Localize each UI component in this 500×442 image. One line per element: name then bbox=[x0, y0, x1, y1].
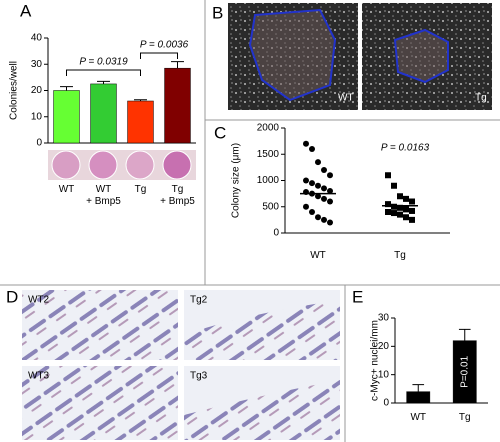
y-tick-label: 30 bbox=[378, 313, 390, 324]
x-tick-label: WT bbox=[58, 184, 75, 195]
well bbox=[162, 150, 192, 180]
image-label: Tg3 bbox=[190, 371, 208, 382]
panel-letter: B bbox=[212, 3, 223, 22]
image-label: WT bbox=[338, 93, 354, 104]
point bbox=[321, 195, 327, 202]
panel-letter: D bbox=[6, 287, 18, 306]
tissue bbox=[184, 380, 340, 440]
point bbox=[391, 210, 397, 217]
point bbox=[303, 203, 309, 210]
colony-outline bbox=[248, 8, 337, 102]
annotation: P = 0.0319 bbox=[79, 57, 128, 68]
y-axis-label: Colonies/well bbox=[9, 61, 20, 120]
panel-letter: A bbox=[20, 1, 32, 20]
point bbox=[403, 195, 409, 202]
point bbox=[409, 216, 415, 223]
point bbox=[321, 167, 327, 173]
x-tick-label: Tg + Bmp5 bbox=[160, 184, 195, 207]
x-tick-label: Tg bbox=[134, 184, 147, 195]
point bbox=[391, 182, 397, 189]
error-bar bbox=[134, 99, 147, 101]
image-label: Tg2 bbox=[190, 295, 208, 306]
y-tick-label: 1000 bbox=[257, 175, 280, 186]
point bbox=[397, 193, 403, 200]
point bbox=[327, 172, 333, 179]
y-tick-label: 40 bbox=[31, 33, 43, 44]
point bbox=[403, 214, 409, 221]
error-bar bbox=[458, 328, 471, 341]
error-bar bbox=[171, 61, 184, 69]
y-tick-label: 20 bbox=[378, 341, 390, 352]
y-axis-label: c-Myc+ nuclei/mm bbox=[370, 320, 381, 401]
point bbox=[309, 180, 315, 187]
annotation: P=0.01 bbox=[459, 355, 470, 387]
point bbox=[385, 201, 391, 208]
point bbox=[315, 193, 321, 200]
y-axis-label: Colony size (μm) bbox=[231, 143, 242, 218]
well bbox=[51, 150, 81, 180]
point bbox=[397, 204, 403, 211]
y-tick-label: 0 bbox=[383, 398, 389, 409]
bar bbox=[53, 90, 80, 144]
annotation: P = 0.0036 bbox=[140, 40, 189, 51]
point bbox=[309, 209, 315, 215]
point bbox=[321, 216, 327, 223]
point bbox=[385, 172, 391, 179]
point bbox=[327, 219, 333, 226]
point bbox=[309, 146, 315, 152]
y-tick-label: 2000 bbox=[257, 123, 280, 134]
bar bbox=[90, 83, 117, 144]
well bbox=[125, 150, 155, 180]
point bbox=[409, 198, 415, 205]
y-tick-label: 500 bbox=[262, 201, 279, 212]
image-label: Tg bbox=[475, 93, 487, 104]
point bbox=[315, 214, 321, 221]
point bbox=[385, 209, 391, 215]
bracket bbox=[66, 69, 141, 76]
y-tick-label: 30 bbox=[31, 59, 43, 70]
image-label: WT2 bbox=[28, 295, 50, 306]
panel-letter: C bbox=[214, 123, 226, 142]
histology-image bbox=[22, 366, 178, 440]
panel-letter: E bbox=[352, 287, 363, 306]
x-tick-label: WT bbox=[410, 412, 427, 423]
x-tick-label: WT bbox=[310, 250, 326, 261]
y-tick-label: 10 bbox=[31, 111, 43, 122]
point bbox=[391, 203, 397, 210]
error-bar bbox=[60, 86, 73, 91]
point bbox=[315, 182, 321, 189]
bar bbox=[406, 391, 431, 404]
y-tick-label: 1500 bbox=[257, 149, 280, 160]
point bbox=[403, 206, 409, 213]
point bbox=[303, 140, 309, 147]
point bbox=[327, 198, 333, 205]
point bbox=[303, 177, 309, 184]
y-tick-label: 0 bbox=[273, 228, 279, 239]
annotation: P = 0.0163 bbox=[381, 143, 430, 154]
error-bar bbox=[97, 80, 110, 84]
x-tick-label: Tg bbox=[458, 412, 471, 423]
error-bar bbox=[412, 384, 425, 392]
histology-image bbox=[22, 290, 178, 360]
point bbox=[409, 207, 415, 214]
y-tick-label: 0 bbox=[36, 138, 42, 149]
tissue bbox=[184, 300, 340, 360]
bar bbox=[164, 67, 191, 144]
image-label: WT3 bbox=[28, 371, 50, 382]
x-tick-label: Tg bbox=[394, 250, 406, 261]
bracket bbox=[140, 52, 178, 59]
y-tick-label: 10 bbox=[378, 369, 390, 380]
point bbox=[327, 188, 333, 194]
x-tick-label: WT + Bmp5 bbox=[86, 184, 121, 207]
point bbox=[315, 159, 321, 166]
y-tick-label: 20 bbox=[31, 85, 43, 96]
well bbox=[88, 150, 118, 180]
point bbox=[397, 211, 403, 218]
colony-outline bbox=[393, 28, 449, 84]
point bbox=[321, 185, 327, 192]
bar bbox=[127, 100, 154, 144]
